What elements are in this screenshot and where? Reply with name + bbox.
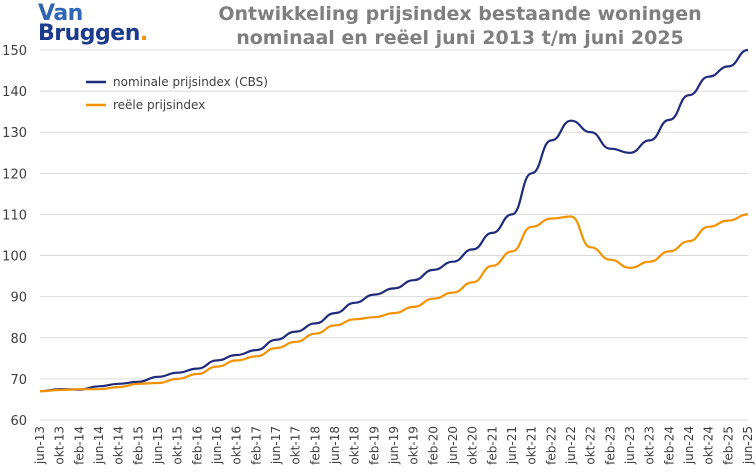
x-tick-label: jun-20 — [446, 426, 460, 465]
x-axis-tick-labels: jun-13 okt-13 feb-14 jun-14 okt-14 feb-15 jun-… — [33, 426, 755, 465]
x-tick-label: jun-25 — [741, 426, 755, 465]
x-tick-label: okt-23 — [643, 426, 657, 465]
y-axis-tick-labels: 60 70 80 90 100 110 120 130 140 150 — [2, 44, 27, 429]
x-tick-label: okt-21 — [525, 426, 539, 465]
y-tick-label: 70 — [10, 373, 27, 388]
x-tick-label: jun-16 — [210, 426, 224, 465]
x-tick-label: jun-21 — [505, 426, 519, 465]
series-line-nominal — [39, 48, 749, 393]
x-tick-label: okt-13 — [53, 426, 67, 465]
x-tick-label: okt-19 — [407, 426, 421, 465]
x-tick-label: feb-19 — [367, 426, 381, 465]
x-tick-label: okt-17 — [289, 426, 303, 465]
van-bruggen-logo: Van Bruggen. — [38, 3, 148, 45]
x-tick-label: jun-22 — [564, 426, 578, 465]
legend-label-real: reële prijsindex — [113, 98, 205, 112]
x-tick-label: feb-24 — [662, 426, 676, 465]
legend: nominale prijsindex (CBS) reële prijsinde… — [86, 75, 268, 112]
y-tick-label: 90 — [10, 291, 27, 306]
x-tick-label: okt-15 — [171, 426, 185, 465]
x-tick-label: feb-20 — [426, 426, 440, 465]
chart-title: Ontwikkeling prijsindex bestaande woning… — [160, 2, 756, 50]
x-tick-label: feb-16 — [190, 426, 204, 465]
x-tick-label: jun-13 — [33, 426, 47, 465]
y-tick-label: 120 — [2, 167, 27, 182]
logo-line-2: Bruggen. — [38, 23, 148, 45]
x-tick-label: jun-18 — [328, 426, 342, 465]
y-tick-label: 80 — [10, 332, 27, 347]
x-tick-label: jun-19 — [387, 426, 401, 465]
x-tick-label: jun-24 — [682, 426, 696, 465]
x-tick-label: feb-14 — [72, 426, 86, 465]
x-tick-label: feb-22 — [544, 426, 558, 465]
x-tick-label: jun-23 — [623, 426, 637, 465]
y-tick-label: 130 — [2, 126, 27, 141]
series-lines — [39, 48, 749, 393]
series-line-real — [39, 213, 749, 393]
y-tick-label: 110 — [2, 208, 27, 223]
x-tick-label: feb-25 — [721, 426, 735, 465]
chart-title-line-1: Ontwikkeling prijsindex bestaande woning… — [218, 3, 702, 25]
logo-dot: . — [139, 21, 148, 46]
x-tick-label: feb-23 — [603, 426, 617, 465]
x-tick-label: feb-21 — [485, 426, 499, 465]
x-tick-label: okt-18 — [348, 426, 362, 465]
x-tick-label: feb-17 — [249, 426, 263, 465]
x-tick-label: feb-15 — [131, 426, 145, 465]
y-tick-label: 150 — [2, 44, 27, 59]
x-tick-label: jun-17 — [269, 426, 283, 465]
logo-line-1: Van — [38, 1, 83, 26]
x-tick-label: okt-16 — [230, 426, 244, 465]
x-tick-label: jun-14 — [92, 426, 106, 465]
x-tick-label: feb-18 — [308, 426, 322, 465]
gridlines — [40, 49, 748, 421]
x-tick-label: okt-24 — [702, 426, 716, 465]
x-tick-label: okt-14 — [112, 426, 126, 465]
y-tick-label: 140 — [2, 85, 27, 100]
legend-label-nominal: nominale prijsindex (CBS) — [113, 75, 268, 89]
chart-title-line-2: nominaal en reëel juni 2013 t/m juni 202… — [236, 27, 684, 49]
logo-word: Bruggen — [38, 21, 140, 46]
x-tick-label: okt-20 — [466, 426, 480, 465]
y-tick-label: 60 — [10, 414, 27, 429]
y-tick-label: 100 — [2, 250, 27, 265]
x-tick-label: okt-22 — [584, 426, 598, 465]
x-tick-label: jun-15 — [151, 426, 165, 465]
